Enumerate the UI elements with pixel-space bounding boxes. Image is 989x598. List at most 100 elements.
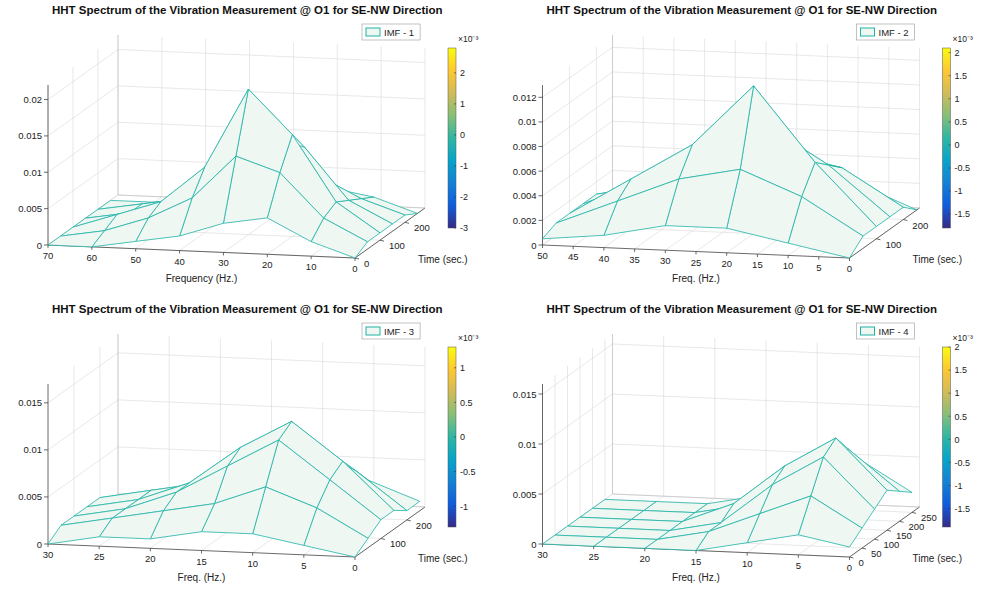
colorbar <box>448 347 456 527</box>
z-tick-label: 0.02 <box>24 94 43 105</box>
box-edge <box>612 334 613 494</box>
colorbar-tick <box>949 144 951 145</box>
colorbar-tick-label: 0 <box>955 435 960 445</box>
x-tick-label: 5 <box>301 560 306 571</box>
x-tick <box>355 557 356 560</box>
z-axis <box>542 384 543 544</box>
y-axis-title: Time (sec.) <box>913 553 963 564</box>
z-tick <box>44 172 48 173</box>
grid-line <box>612 35 613 195</box>
colorbar-tick-label: -0.5 <box>460 467 476 477</box>
z-tick-label: 0.012 <box>513 92 537 103</box>
z-tick <box>44 402 48 403</box>
x-tick <box>303 555 304 558</box>
x-tick-label: 20 <box>262 259 273 270</box>
colorbar-tick <box>454 402 456 403</box>
colorbar-tick-label: 1.5 <box>955 71 968 81</box>
x-tick <box>818 257 819 260</box>
legend-label: IMF - 3 <box>384 326 414 337</box>
colorbar-tick <box>454 228 456 229</box>
x-tick-label: 60 <box>87 252 98 263</box>
grid-line <box>73 67 74 227</box>
grid-line <box>381 46 382 206</box>
x-tick <box>747 553 748 556</box>
y-tick <box>381 538 385 539</box>
panel: HHT Spectrum of the Vibration Measuremen… <box>18 4 478 284</box>
colorbar-tick <box>949 168 951 169</box>
grid-line <box>118 86 425 99</box>
mesh-cell <box>99 511 163 539</box>
x-tick-label: 15 <box>196 556 207 567</box>
x-tick-label: 35 <box>629 254 640 265</box>
y-tick <box>912 512 916 513</box>
z-tick <box>539 245 543 246</box>
z-tick-label: 0.015 <box>513 389 537 400</box>
x-tick-label: 0 <box>352 562 357 573</box>
z-tick-label: 0 <box>531 539 536 550</box>
surface <box>48 421 420 557</box>
mesh-cell <box>180 156 236 236</box>
grid-line <box>555 375 556 535</box>
z-tick <box>44 496 48 497</box>
x-tick <box>665 250 666 253</box>
y-tick <box>850 557 854 558</box>
grid-line <box>542 384 543 544</box>
colorbar-multiplier: ×10⁻³ <box>458 333 478 343</box>
y-tick <box>875 539 879 540</box>
z-tick <box>539 97 543 98</box>
y-axis-title: Time (sec.) <box>418 254 468 265</box>
z-tick <box>539 121 543 122</box>
mesh-cell <box>150 504 214 539</box>
z-tick-label: 0.006 <box>513 166 537 177</box>
z-tick <box>539 494 543 495</box>
y-tick-label: 100 <box>390 538 406 549</box>
colorbar-multiplier: ×10⁻³ <box>953 333 973 343</box>
colorbar-tick-label: -1.5 <box>955 504 971 514</box>
grid-line <box>48 353 118 403</box>
legend-label: IMF - 1 <box>384 27 414 38</box>
colorbar-tick-label: -1 <box>955 481 963 491</box>
surface <box>543 438 913 551</box>
x-tick <box>726 253 727 256</box>
z-tick-label: 0.01 <box>518 439 537 450</box>
z-tick-label: 0.01 <box>24 444 43 455</box>
colorbar-tick <box>949 370 951 371</box>
y-tick-label: 100 <box>389 240 405 251</box>
grid-line <box>766 341 767 501</box>
x-tick <box>849 258 850 261</box>
legend-box <box>857 323 915 339</box>
x-tick <box>798 555 799 558</box>
x-tick <box>135 249 136 252</box>
grid-line <box>543 72 613 122</box>
z-tick <box>539 444 543 445</box>
x-tick <box>573 246 574 249</box>
grid-line <box>919 347 920 507</box>
legend-swatch <box>366 28 380 36</box>
x-tick-label: 25 <box>691 257 702 268</box>
x-tick-label: 20 <box>721 258 732 269</box>
colorbar-tick <box>949 52 951 53</box>
colorbar-tick-label: -1 <box>460 502 468 512</box>
y-axis-title: Time (sec.) <box>913 254 963 265</box>
x-tick-label: 20 <box>145 553 156 564</box>
title: HHT Spectrum of the Vibration Measuremen… <box>546 4 937 16</box>
z-tick <box>44 208 48 209</box>
z-tick <box>44 99 48 100</box>
colorbar-tick <box>949 98 951 99</box>
x-tick <box>267 254 268 257</box>
colorbar-tick-label: -1 <box>955 186 963 196</box>
z-tick-label: 0.015 <box>18 397 42 408</box>
grid-line <box>118 50 425 63</box>
z-tick-label: 0 <box>531 240 536 251</box>
colorbar-tick-label: 2 <box>460 68 465 78</box>
grid-line <box>543 394 613 444</box>
colorbar-tick <box>454 471 456 472</box>
box-edge <box>118 35 119 195</box>
legend-label: IMF - 4 <box>879 326 909 337</box>
legend: IMF - 2 <box>857 24 915 40</box>
y-tick-label: 200 <box>416 520 432 531</box>
legend-swatch <box>861 327 875 335</box>
grid-line <box>425 347 426 507</box>
box-edge <box>612 35 613 195</box>
grid-line <box>48 86 118 136</box>
